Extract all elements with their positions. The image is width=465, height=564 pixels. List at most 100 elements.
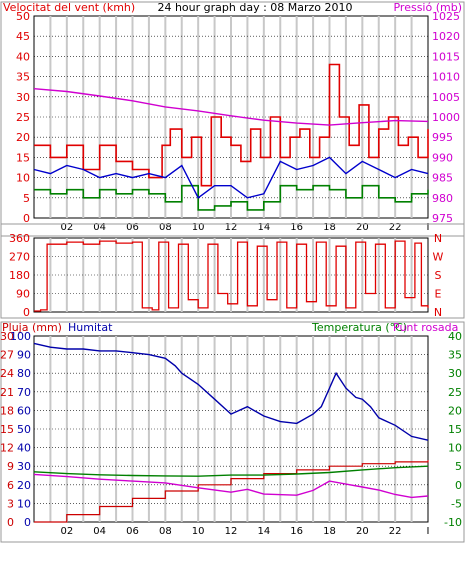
humidity-y-tick-label: 80 <box>17 367 31 380</box>
humidity-y-tick-label: 60 <box>17 404 31 417</box>
temperature-y-tick-label: 40 <box>448 330 462 343</box>
humidity-panel-outer-border <box>0 321 465 543</box>
direction-compass-letter: N <box>434 306 442 319</box>
humidity-panel-x-tick-label: 20 <box>356 526 369 537</box>
humidity-panel-x-tick-label: 12 <box>225 526 238 537</box>
humidity-line <box>33 342 429 441</box>
humidity-y-tick-label: 0 <box>24 516 31 529</box>
wind-y-tick-label: 20 <box>16 131 30 144</box>
temperature-y-tick-label: 30 <box>448 367 462 380</box>
pressure-y-tick-label: 995 <box>432 131 453 144</box>
pressure-y-tick-label: 1010 <box>432 71 460 84</box>
pressure-line <box>33 88 429 126</box>
direction-y-tick-label: 0 <box>23 306 30 319</box>
wind-panel-x-tick-label: 16 <box>290 222 303 233</box>
wind-panel-x-tick-label: 18 <box>323 222 336 233</box>
humidity-panel-x-tick-label: 18 <box>323 526 336 537</box>
humidity-y-tick-label: 90 <box>17 349 31 362</box>
rain-y-tick-label: 18 <box>0 404 14 417</box>
wind-gust-line <box>34 63 429 187</box>
direction-panel-outer-border <box>0 223 465 319</box>
humidity-panel-x-tick-label: 10 <box>192 526 205 537</box>
temperature-y-tick-label: 25 <box>448 386 462 399</box>
rain-y-tick-label: 12 <box>0 442 14 455</box>
temperature-line <box>33 465 429 477</box>
humidity-panel-x-tick-label: 04 <box>93 526 106 537</box>
dewpoint-axis-label: Punt rosada <box>393 321 458 334</box>
rain-y-tick-label: 15 <box>0 423 14 436</box>
temperature-y-tick-label: 10 <box>448 442 462 455</box>
humidity-y-tick-label: 10 <box>17 497 31 510</box>
wind-y-tick-label: 50 <box>16 10 30 23</box>
temperature-y-tick-label: 5 <box>455 460 462 473</box>
rain-y-tick-label: 27 <box>0 349 14 362</box>
rain-y-tick-label: 0 <box>7 516 14 529</box>
humidity-y-tick-label: 70 <box>17 386 31 399</box>
humidity-y-tick-label: 30 <box>17 460 31 473</box>
direction-y-tick-label: 180 <box>9 269 30 282</box>
wind-panel-x-tick-label: I <box>427 222 430 233</box>
temperature-y-tick-label: -10 <box>444 516 462 529</box>
wind-panel-x-tick-label: 06 <box>126 222 139 233</box>
wind-y-tick-label: 30 <box>16 91 30 104</box>
humidity-panel-x-tick-label: I <box>427 526 430 537</box>
wind-y-tick-label: 10 <box>16 172 30 185</box>
rain-y-tick-label: 9 <box>7 460 14 473</box>
wind-y-tick-label: 5 <box>23 192 30 205</box>
wind-panel-x-tick-label: 22 <box>389 222 402 233</box>
wind-panel-x-tick-label: 12 <box>225 222 238 233</box>
rain-axis-label: Pluja (mm) <box>2 321 62 334</box>
rain-line <box>34 460 429 523</box>
wind-panel-x-tick-label: 08 <box>159 222 172 233</box>
direction-y-tick-label: 270 <box>9 251 30 264</box>
rain-y-tick-label: 6 <box>7 479 14 492</box>
wind-y-tick-label: 25 <box>16 111 30 124</box>
humidity-panel-x-tick-label: 16 <box>290 526 303 537</box>
pressure-y-tick-label: 1000 <box>432 111 460 124</box>
chart-title: 24 hour graph day : 08 Marzo 2010 <box>157 1 352 14</box>
pressure-axis-label: Pressió (mb) <box>393 1 462 14</box>
temperature-axis-label: Temperatura (°C) <box>311 321 407 334</box>
pressure-y-tick-label: 1015 <box>432 50 460 63</box>
direction-compass-letter: E <box>435 288 442 301</box>
humidity-panel-x-tick-label: 08 <box>159 526 172 537</box>
humidity-axis-label: Humitat <box>68 321 113 334</box>
temperature-y-tick-label: 35 <box>448 349 462 362</box>
wind-panel-x-tick-label: 14 <box>257 222 270 233</box>
pressure-y-tick-label: 980 <box>432 192 453 205</box>
temperature-y-tick-label: 0 <box>455 479 462 492</box>
direction-y-tick-label: 90 <box>16 288 30 301</box>
pressure-y-tick-label: 1025 <box>432 10 460 23</box>
rain-y-tick-label: 30 <box>0 330 14 343</box>
pressure-y-tick-label: 990 <box>432 151 453 164</box>
wind-avg-line <box>33 156 429 199</box>
direction-compass-letter: N <box>434 232 442 245</box>
wind-y-tick-label: 15 <box>16 151 30 164</box>
rain-y-tick-label: 3 <box>7 497 14 510</box>
pressure-y-tick-label: 985 <box>432 172 453 185</box>
wind-panel-x-tick-label: 10 <box>192 222 205 233</box>
temperature-y-tick-label: 15 <box>448 423 462 436</box>
wind-y-tick-label: 45 <box>16 30 30 43</box>
direction-line <box>34 240 429 312</box>
direction-compass-letter: W <box>433 251 444 264</box>
wind-min-line <box>34 184 429 211</box>
direction-compass-letter: S <box>435 269 442 282</box>
temperature-y-tick-label: -5 <box>451 497 462 510</box>
pressure-y-tick-label: 975 <box>432 212 453 225</box>
humidity-y-tick-label: 40 <box>17 442 31 455</box>
humidity-y-tick-label: 100 <box>10 330 31 343</box>
pressure-y-tick-label: 1020 <box>432 30 460 43</box>
wind-y-tick-label: 40 <box>16 50 30 63</box>
wind-panel-x-tick-label: 20 <box>356 222 369 233</box>
rain-y-tick-label: 21 <box>0 386 14 399</box>
dewpoint-line <box>33 473 429 499</box>
humidity-panel-x-tick-label: 02 <box>60 526 73 537</box>
wind-axis-label: Velocitat del vent (kmh) <box>3 1 135 14</box>
pressure-y-tick-label: 1005 <box>432 91 460 104</box>
humidity-panel-x-tick-label: 06 <box>126 526 139 537</box>
temperature-y-tick-label: 20 <box>448 404 462 417</box>
wind-y-tick-label: 35 <box>16 71 30 84</box>
